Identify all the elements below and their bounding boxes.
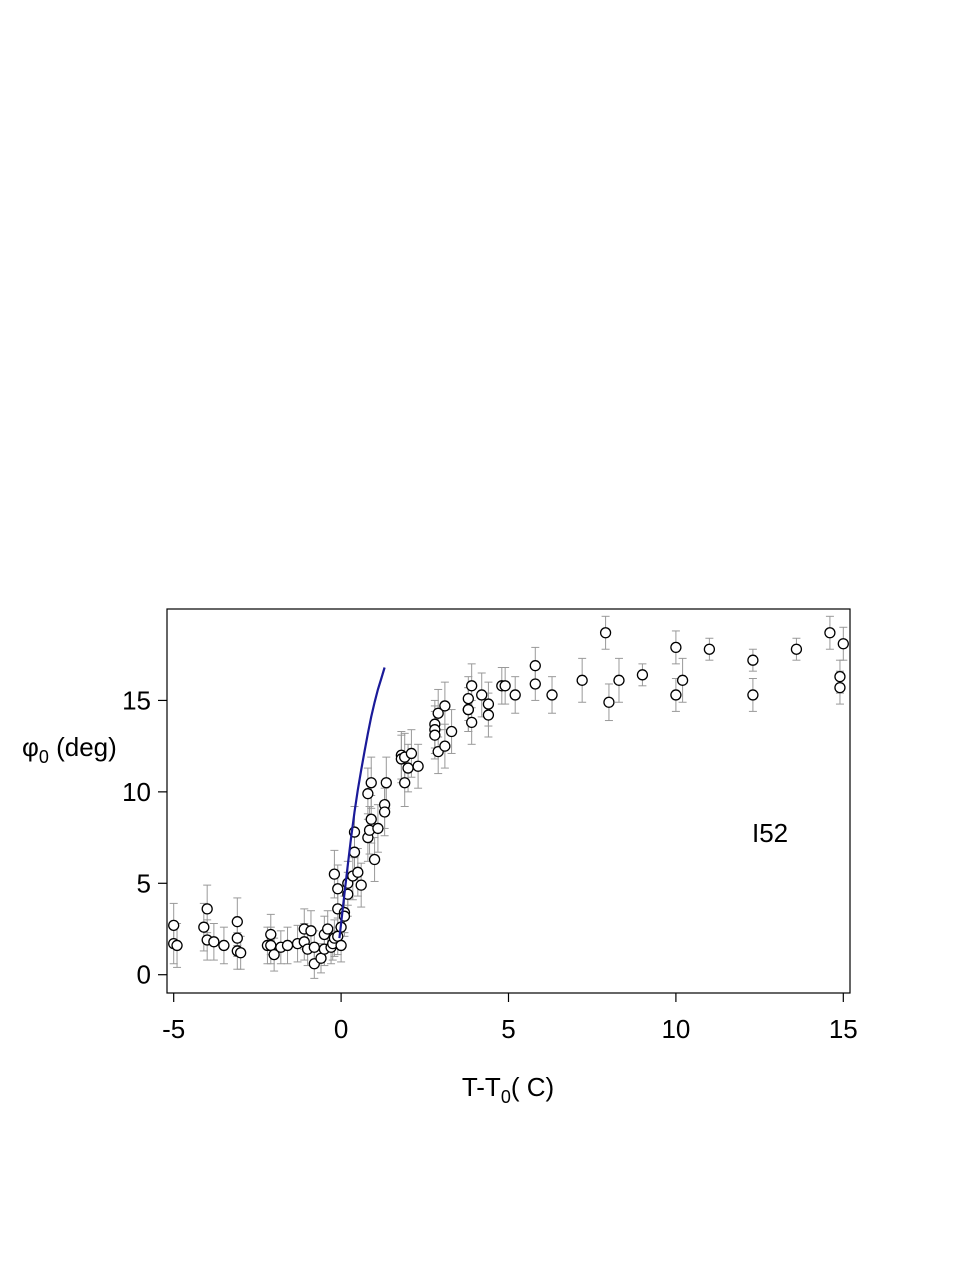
y-tick-label: 0 xyxy=(137,960,151,990)
data-point xyxy=(670,689,682,701)
data-point xyxy=(281,939,294,952)
data-point xyxy=(439,700,451,712)
data-point xyxy=(676,674,689,686)
data-point xyxy=(636,669,649,681)
data-point xyxy=(445,725,458,738)
data-point xyxy=(529,678,541,690)
x-axis-ticks: -5 0 5 10 15 xyxy=(162,993,858,1044)
data-point xyxy=(332,883,344,895)
data-point xyxy=(372,822,384,835)
data-point xyxy=(546,689,558,701)
error-bars xyxy=(169,615,848,979)
x-tick-label: 0 xyxy=(334,1014,348,1044)
y-tick-label: 10 xyxy=(122,777,151,807)
data-point xyxy=(168,919,180,931)
data-point xyxy=(834,681,846,694)
data-point xyxy=(365,813,377,825)
data-point xyxy=(476,689,488,701)
data-point xyxy=(218,939,230,952)
data-point xyxy=(529,660,541,672)
data-point xyxy=(231,916,243,928)
data-point xyxy=(462,703,474,716)
fit-line xyxy=(338,667,386,939)
data-points xyxy=(168,627,849,970)
data-point xyxy=(328,868,341,880)
data-point xyxy=(348,846,361,858)
data-point xyxy=(429,729,441,741)
data-point xyxy=(208,936,220,948)
data-point xyxy=(231,932,243,944)
x-tick-label: -5 xyxy=(162,1014,185,1044)
data-point xyxy=(462,692,474,705)
data-point xyxy=(198,921,210,933)
data-point xyxy=(365,777,377,789)
data-point xyxy=(171,939,183,952)
data-point xyxy=(235,947,247,959)
data-point xyxy=(576,674,588,686)
data-point xyxy=(432,707,444,719)
x-tick-label: 10 xyxy=(661,1014,690,1044)
data-point xyxy=(747,654,759,666)
y-tick-label: 15 xyxy=(122,685,151,715)
data-point xyxy=(599,627,612,639)
data-point xyxy=(466,716,478,729)
data-point xyxy=(747,689,759,701)
data-point xyxy=(268,948,280,961)
data-point xyxy=(201,903,213,915)
sample-label: I52 xyxy=(752,818,788,848)
data-point xyxy=(412,760,424,772)
y-tick-label: 5 xyxy=(137,868,151,898)
data-point xyxy=(499,680,511,692)
data-point xyxy=(402,762,414,774)
x-axis-title: T-T0( C) xyxy=(462,1072,554,1107)
data-point xyxy=(439,740,451,752)
data-point xyxy=(824,627,836,639)
data-point xyxy=(399,777,411,789)
data-point xyxy=(603,696,615,708)
data-point xyxy=(368,853,381,866)
data-point xyxy=(482,698,495,710)
data-point xyxy=(362,788,374,800)
data-point xyxy=(265,928,277,941)
data-point xyxy=(670,641,682,654)
data-point xyxy=(322,923,334,935)
fit-line-group xyxy=(338,667,386,939)
data-point xyxy=(405,747,418,760)
x-tick-label: 15 xyxy=(829,1014,858,1044)
data-point xyxy=(466,680,478,692)
data-point xyxy=(834,671,846,683)
data-point xyxy=(378,806,391,818)
data-point xyxy=(308,941,320,953)
y-axis-ticks: 0 5 10 15 xyxy=(122,685,167,990)
data-point xyxy=(355,879,367,891)
data-point xyxy=(352,866,364,878)
y-axis-title: φ0 (deg) xyxy=(22,732,117,767)
data-point xyxy=(837,638,849,650)
data-point xyxy=(482,709,495,721)
data-point xyxy=(380,777,392,789)
data-point xyxy=(790,643,803,655)
data-point xyxy=(613,674,625,686)
x-tick-label: 5 xyxy=(501,1014,515,1044)
data-point xyxy=(305,925,317,937)
data-point xyxy=(335,939,347,952)
data-point xyxy=(703,643,716,655)
data-point xyxy=(509,689,521,701)
